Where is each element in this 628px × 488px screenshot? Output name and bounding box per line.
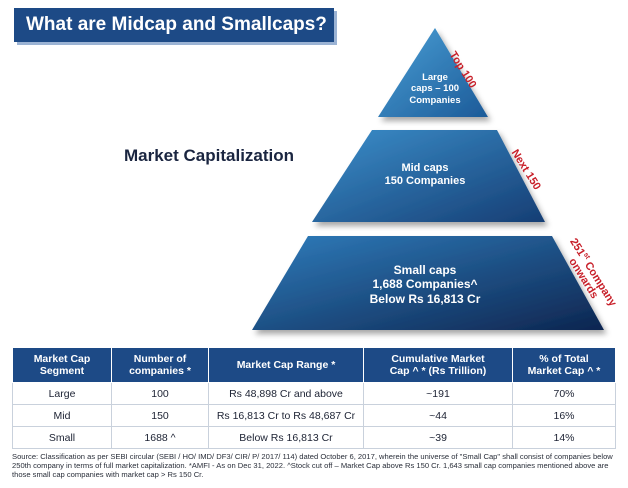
table-cell: 14%: [512, 426, 616, 449]
table-row: Large 100 Rs 48,898 Cr and above ~191 70…: [12, 382, 616, 405]
tier-large-label: Large caps – 100 Companies: [395, 72, 475, 106]
header-line: Cap ^ * (Rs Trillion): [389, 365, 487, 377]
table-header-row: Market Cap Segment Number of companies * M…: [12, 347, 616, 383]
tier-mid-line: Mid caps: [401, 162, 449, 174]
table-cell: Large: [12, 382, 112, 405]
table-cell: 70%: [512, 382, 616, 405]
tier-small-label: Small caps 1,688 Companies^ Below Rs 16,…: [345, 263, 505, 306]
header-line: % of Total: [539, 352, 589, 365]
market-cap-pyramid: [252, 28, 604, 330]
col-header-count: Number of companies *: [111, 347, 209, 383]
table-cell: 1688 ^: [111, 426, 209, 449]
table-row: Mid 150 Rs 16,813 Cr to Rs 48,687 Cr ~44…: [12, 404, 616, 427]
pyramid-tier-small: [252, 236, 604, 330]
table-cell: Rs 48,898 Cr and above: [208, 382, 364, 405]
source-footnote: Source: Classification as per SEBI circu…: [12, 452, 613, 480]
table-cell: Mid: [12, 404, 112, 427]
tier-small-line: 1,688 Companies^: [372, 277, 478, 292]
tier-large-line: caps – 100: [410, 83, 460, 95]
table-cell: 100: [111, 382, 209, 405]
col-header-percent: % of Total Market Cap ^ *: [512, 347, 616, 383]
tier-small-line: Small caps: [393, 263, 457, 277]
table-row: Small 1688 ^ Below Rs 16,813 Cr ~39 14%: [12, 426, 616, 449]
table-cell: ~44: [363, 404, 513, 427]
table-cell: ~39: [363, 426, 513, 449]
table-cell: 150: [111, 404, 209, 427]
header-line: Market Cap: [33, 352, 91, 365]
header-line: Number of: [133, 352, 187, 365]
table-cell: ~191: [363, 382, 513, 405]
diagram-subtitle: Market Capitalization: [124, 146, 295, 165]
tier-large-line: Companies: [409, 94, 461, 106]
header-line: Cumulative Market: [391, 352, 485, 365]
tier-mid-line: 150 Companies: [384, 175, 466, 188]
table-cell: Rs 16,813 Cr to Rs 48,687 Cr: [208, 404, 364, 427]
col-header-range: Market Cap Range *: [208, 347, 364, 383]
tier-large-line: Large: [422, 72, 448, 83]
table-cell: 16%: [512, 404, 616, 427]
header-line: Segment: [39, 365, 85, 377]
page-title: What are Midcap and Smallcaps?: [14, 8, 334, 42]
header-line: Market Cap Range *: [236, 358, 336, 371]
col-header-segment: Market Cap Segment: [12, 347, 112, 383]
header-line: companies *: [129, 365, 191, 377]
col-header-cumulative: Cumulative Market Cap ^ * (Rs Trillion): [363, 347, 513, 383]
market-cap-table: Market Cap Segment Number of companies * M…: [12, 347, 616, 449]
tier-small-line: Below Rs 16,813 Cr: [369, 291, 481, 306]
table-cell: Small: [12, 426, 112, 449]
pyramid-tier-large: [378, 28, 488, 117]
table-cell: Below Rs 16,813 Cr: [208, 426, 364, 449]
header-line: Market Cap ^ *: [527, 365, 601, 377]
pyramid-tier-mid: [312, 130, 545, 222]
tier-mid-label: Mid caps 150 Companies: [360, 162, 490, 188]
